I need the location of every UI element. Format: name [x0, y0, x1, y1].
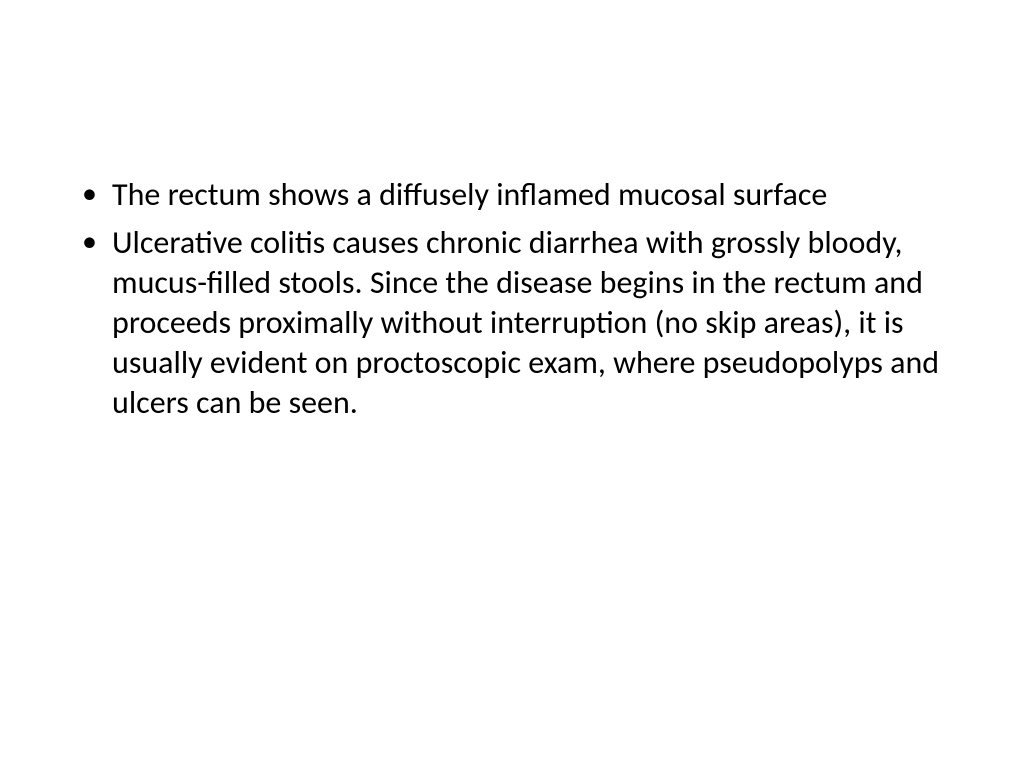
slide-container: The rectum shows a diffusely inflamed mu…	[0, 0, 1024, 768]
bullet-item: Ulcerative colitis causes chronic diarrh…	[70, 223, 954, 423]
bullet-item: The rectum shows a diffusely inflamed mu…	[70, 175, 954, 215]
bullet-text: Ulcerative colitis causes chronic diarrh…	[112, 223, 939, 422]
bullet-list: The rectum shows a diffusely inflamed mu…	[70, 175, 954, 423]
bullet-text: The rectum shows a diffusely inflamed mu…	[112, 175, 827, 214]
